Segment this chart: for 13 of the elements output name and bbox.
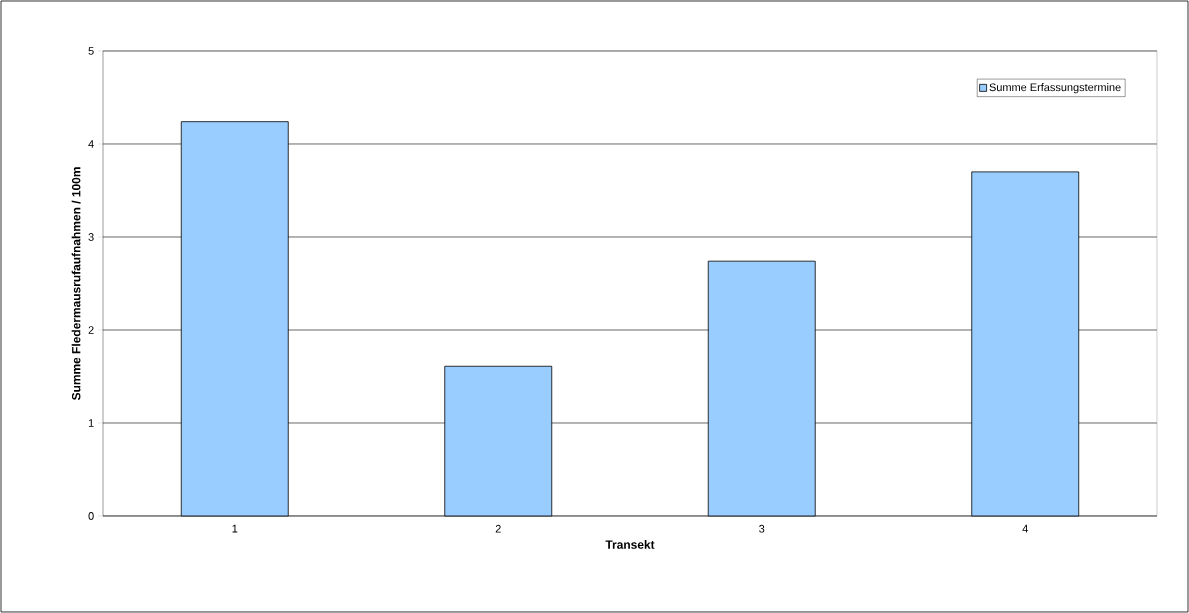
x-tick-label: 4 <box>1022 524 1028 533</box>
x-tick-label: 1 <box>232 524 238 533</box>
y-tick-label: 0 <box>88 512 94 520</box>
x-axis-title: Transekt <box>605 540 655 549</box>
y-tick-label: 2 <box>88 326 94 334</box>
y-axis-title: Summe Fledermausrufaufnahmen / 100m <box>71 167 81 401</box>
y-tick-label: 1 <box>88 419 94 427</box>
x-tick-label: 3 <box>759 524 765 533</box>
y-tick-label: 4 <box>88 140 94 148</box>
y-tick-label: 3 <box>88 233 94 241</box>
x-tick-label: 2 <box>495 524 501 533</box>
legend-label: Summe Erfassungstermine <box>989 83 1121 94</box>
y-tick-label: 5 <box>88 47 94 55</box>
